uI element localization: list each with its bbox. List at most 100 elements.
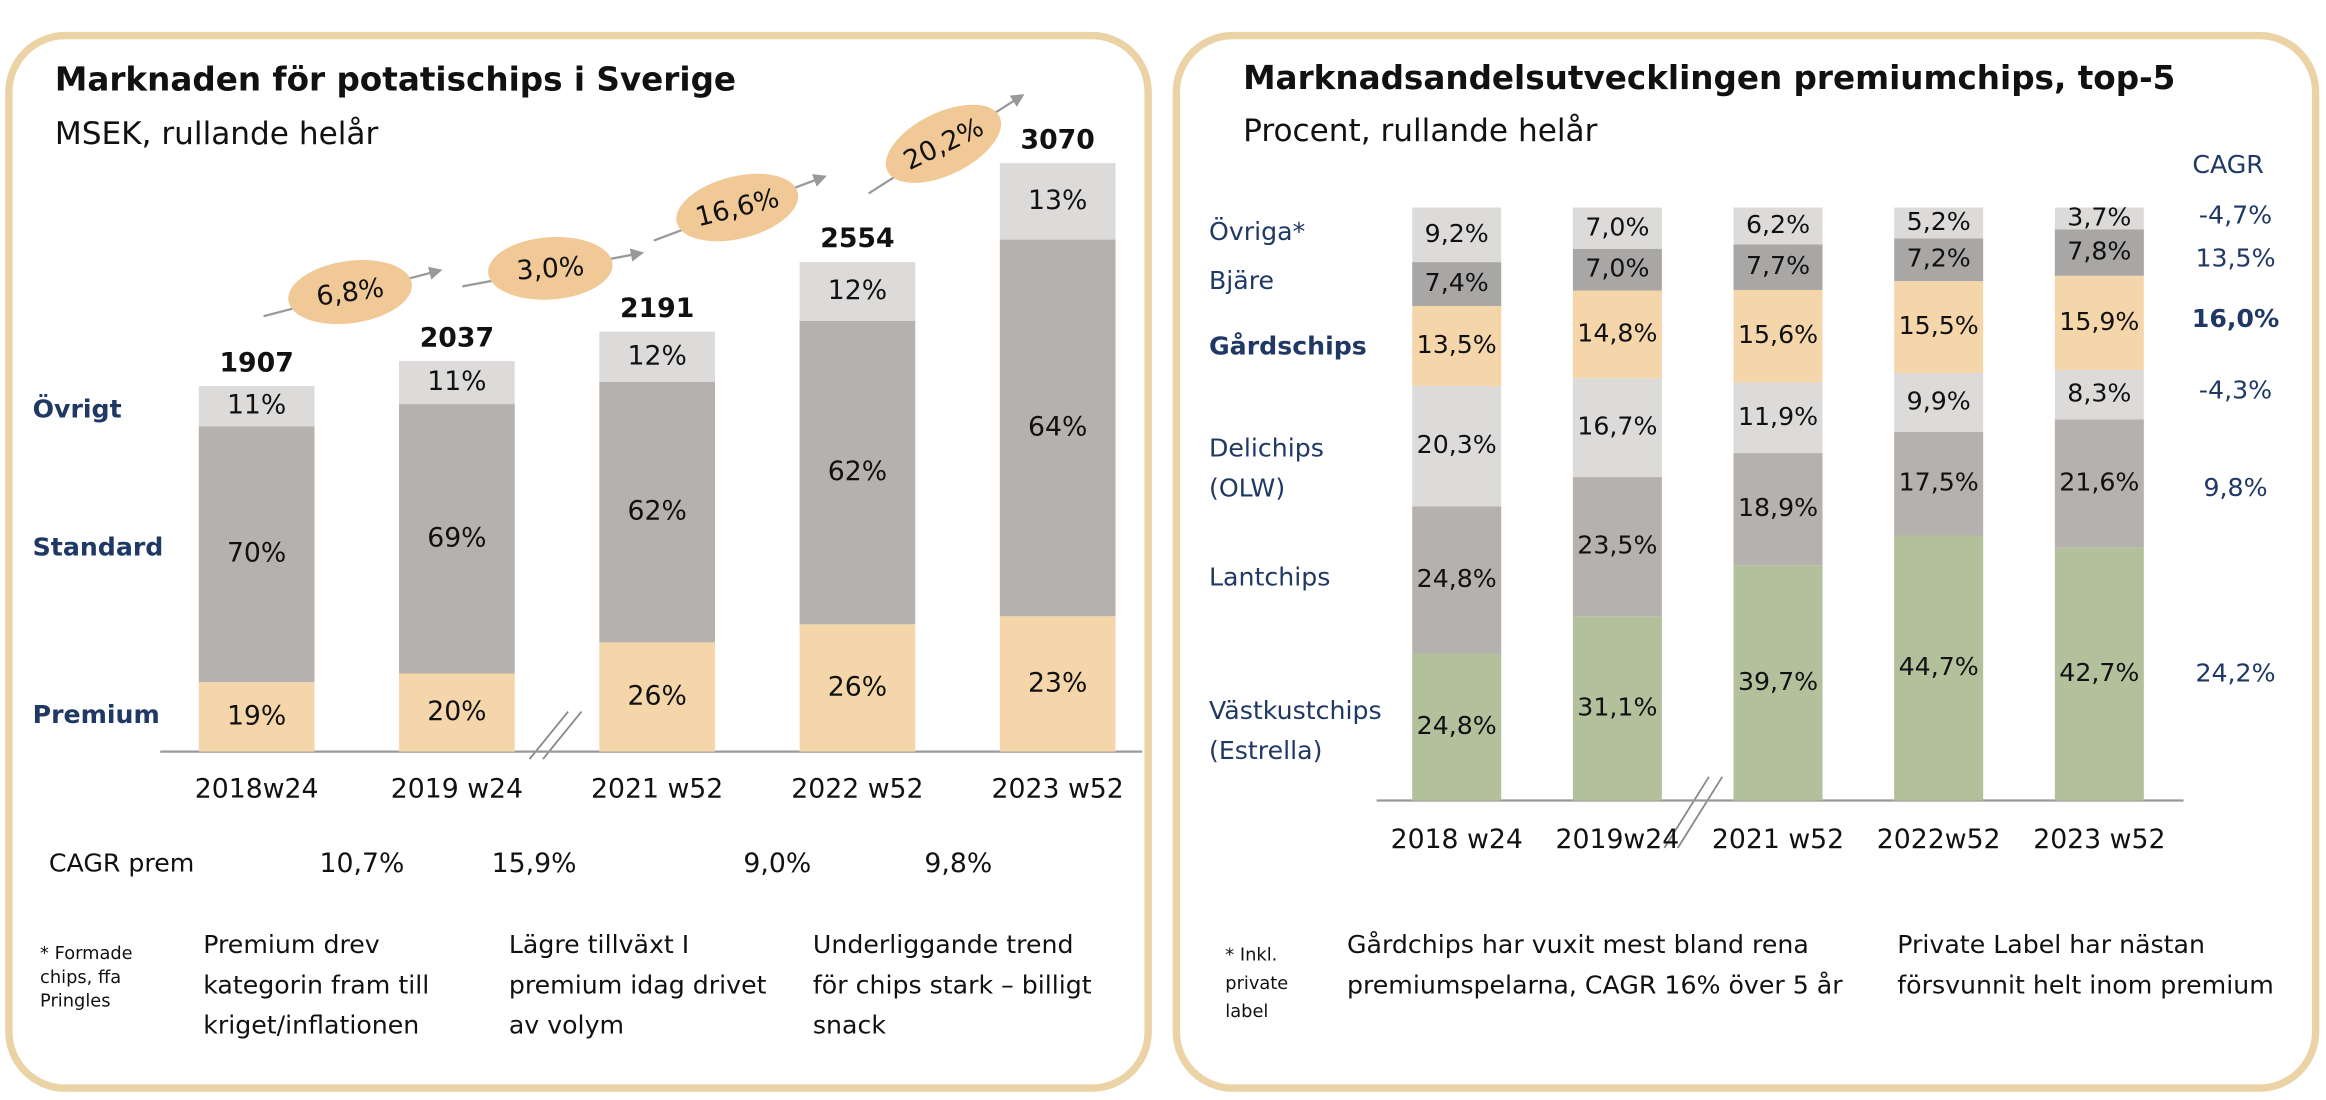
bar-segment [1894, 372, 1984, 432]
bar-segment [1894, 431, 1984, 536]
growth-bubble [488, 236, 613, 300]
legend-label-box: Bjäre [1209, 237, 1417, 326]
growth-label: 3,0% [515, 251, 585, 287]
legend-text: Lantchips [1208, 562, 1331, 593]
x-tick-label: 2019 w24 [391, 774, 523, 805]
note-box: Premium drev kategorin fram till kriget/… [203, 930, 430, 1041]
data-label: 69% [427, 522, 486, 553]
footnote: * Inkl. private label [1225, 944, 1289, 1022]
note-box: Underliggande trend för chips stark – bi… [812, 930, 1092, 1041]
bar-segment [1894, 281, 1984, 373]
chart-title: Marknaden för potatischips i Sverige [55, 61, 736, 99]
total-label: 3070 [1021, 124, 1095, 155]
legend-label: Västkustchips (Estrella) [1209, 688, 1417, 777]
data-label: 15,5% [1899, 311, 1979, 340]
cagr-value: -4,3% [2199, 375, 2272, 404]
legend-text: Västkustchips (Estrella) [1208, 696, 1382, 767]
bar-segment [1572, 290, 1662, 379]
data-label: 42,7% [2059, 658, 2139, 687]
data-label: 62% [828, 456, 887, 487]
data-label: 3,7% [2067, 203, 2131, 232]
legend-label: Övriga* [1209, 188, 1417, 277]
data-label: 9,9% [1907, 386, 1971, 415]
growth-bubble [885, 104, 1002, 183]
x-tick-label: 2023 w52 [992, 774, 1124, 805]
note-box: Private Label har nästan försvunnit helt… [1897, 930, 2274, 1001]
bar-segment [599, 642, 716, 752]
note: Lägre tillväxt I premium idag drivet av … [508, 930, 767, 1041]
legend-label-box: Övriga* [1209, 188, 1417, 277]
x-tick-label: 2022 w52 [791, 774, 923, 805]
data-label: 11% [427, 366, 486, 397]
cagr-value: 9,0% [743, 848, 811, 879]
data-label: 11,9% [1738, 402, 1818, 431]
bar-segment [1412, 262, 1502, 306]
bar-segment [198, 426, 315, 683]
growth-arrow: 6,8% [263, 260, 443, 325]
data-label: 26% [828, 671, 887, 702]
bar-segment [1894, 207, 1984, 239]
legend-label-box: Gårdschips [1209, 302, 1417, 391]
bar-segment [1412, 207, 1502, 263]
bar-segment [799, 261, 916, 321]
bar-segment [1733, 244, 1823, 290]
data-label: 12% [627, 340, 686, 371]
bar-segment [2054, 275, 2144, 371]
bar-segment [799, 624, 916, 752]
cagr-value: 9,8% [2203, 473, 2267, 502]
bar-segment [1572, 249, 1662, 291]
legend-label-box: Delichips (OLW) [1209, 425, 1417, 514]
bar-segment [198, 386, 315, 427]
bar-segment [2054, 229, 2144, 276]
note: Gårdchips har vuxit mest bland rena prem… [1346, 930, 1843, 1001]
data-label: 18,9% [1738, 493, 1818, 522]
note-box: Lägre tillväxt I premium idag drivet av … [508, 930, 767, 1041]
bar-segment [599, 331, 716, 382]
x-tick-label: 2022w52 [1877, 824, 2001, 855]
x-tick-label: 2023 w52 [2033, 824, 2165, 855]
bar-segment [1572, 477, 1662, 617]
note: Underliggande trend för chips stark – bi… [812, 930, 1092, 1041]
bar-segment [1733, 207, 1823, 245]
data-label: 70% [227, 538, 286, 569]
bar-segment [1733, 565, 1823, 801]
legend-text: Delichips (OLW) [1208, 434, 1324, 505]
cagr-header: CAGR [2192, 150, 2263, 179]
axis-break [1663, 776, 1710, 849]
data-label: 7,0% [1585, 212, 1649, 241]
footnote-box: * Formade chips, ffa Pringles [40, 942, 133, 1012]
x-tick-label: 2021 w52 [591, 774, 723, 805]
legend-label: Bjäre [1209, 237, 1417, 326]
bar-segment [2054, 370, 2144, 420]
bar-segment [198, 682, 315, 752]
data-label: 23,5% [1577, 531, 1657, 560]
bar-segment [2054, 419, 2144, 548]
data-label: 15,6% [1738, 320, 1818, 349]
data-label: 20% [427, 696, 486, 727]
cagr-label: CAGR prem [49, 848, 194, 877]
legend-label: Delichips (OLW) [1209, 425, 1417, 514]
total-label: 2554 [820, 223, 894, 254]
data-label: 26% [627, 681, 686, 712]
legend-label: Gårdschips [1209, 302, 1417, 391]
bar-segment [999, 239, 1116, 617]
legend-label: Lantchips [1209, 534, 1417, 623]
bar-segment [1733, 453, 1823, 566]
cagr-value: -4,7% [2199, 200, 2272, 229]
data-label: 17,5% [1899, 468, 1979, 497]
legend-text: Övriga* [1208, 217, 1306, 247]
note: Private Label har nästan försvunnit helt… [1897, 930, 2274, 1001]
footnote: * Formade chips, ffa Pringles [40, 942, 133, 1012]
note: Premium drev kategorin fram till kriget/… [203, 930, 430, 1041]
note-box: Gårdchips har vuxit mest bland rena prem… [1346, 930, 1843, 1001]
data-label: 31,1% [1577, 692, 1657, 721]
data-label: 23% [1028, 667, 1087, 698]
footnote-box: * Inkl. private label [1225, 944, 1289, 1022]
data-label: 16,7% [1577, 412, 1657, 441]
data-label: 64% [1028, 411, 1087, 442]
total-label: 2037 [420, 322, 494, 353]
data-label: 7,2% [1907, 244, 1971, 273]
legend-text: Bjäre [1208, 266, 1275, 296]
legend-label: Standard [33, 533, 164, 562]
chart-title: Marknadsandelsutvecklingen premiumchips,… [1243, 59, 2175, 97]
